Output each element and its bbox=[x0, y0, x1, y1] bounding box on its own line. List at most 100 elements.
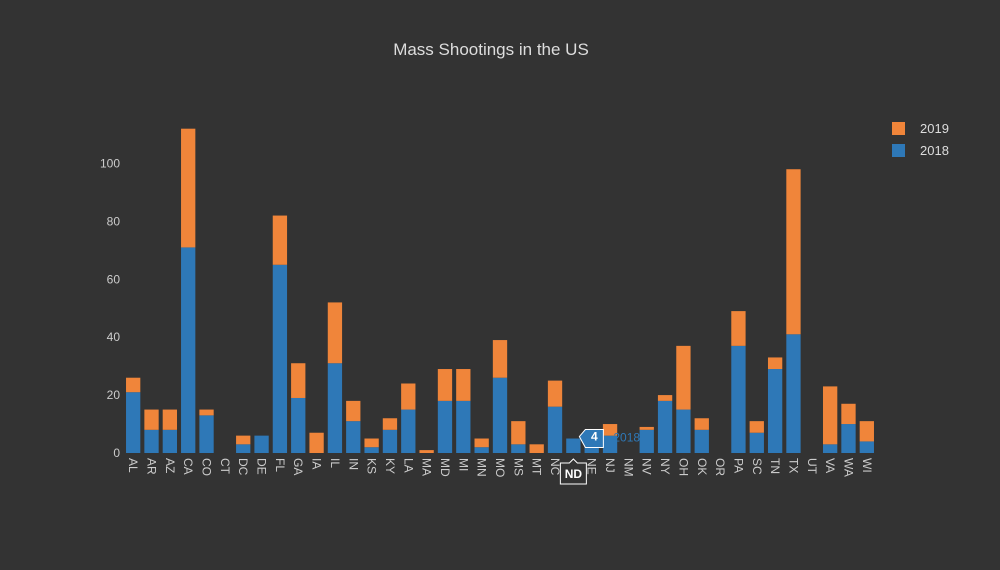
bar-TN-2019[interactable] bbox=[767, 357, 783, 370]
bar-MD-2019[interactable] bbox=[437, 369, 453, 401]
y-tick-label: 100 bbox=[100, 156, 120, 170]
bar-PA-2019[interactable] bbox=[731, 311, 746, 346]
x-tick-label: CA bbox=[181, 458, 195, 475]
x-tick-label: IL bbox=[328, 458, 342, 468]
bar-AR-2019[interactable] bbox=[144, 409, 159, 430]
bar-AL-2019[interactable] bbox=[126, 377, 141, 393]
bar-WI-2019[interactable] bbox=[859, 421, 874, 442]
bar-OK-2019[interactable] bbox=[694, 418, 709, 430]
x-tick-label: MT bbox=[530, 458, 544, 476]
bar-MD-2018[interactable] bbox=[437, 400, 453, 453]
x-tick-label: DE bbox=[255, 458, 269, 475]
bar-IL-2018[interactable] bbox=[327, 363, 343, 453]
bar-NV-2019[interactable] bbox=[639, 426, 654, 430]
bar-KY-2018[interactable] bbox=[382, 429, 398, 453]
bar-CA-2018[interactable] bbox=[181, 247, 196, 453]
x-axis: AL AR AZ CA CO CT DC DE FL GA IA IL IN KS KY LA MA MD MI MN… bbox=[126, 458, 874, 477]
bar-NY-2019[interactable] bbox=[657, 395, 673, 401]
bar-OK-2018[interactable] bbox=[694, 429, 709, 453]
bar-WA-2018[interactable] bbox=[841, 424, 856, 453]
chart-title: Mass Shootings in the US bbox=[393, 40, 589, 59]
x-tick-label: IN bbox=[346, 458, 360, 470]
bar-MI-2019[interactable] bbox=[456, 369, 471, 401]
bar-AL-2018[interactable] bbox=[126, 392, 141, 453]
tooltip-category: ND bbox=[565, 467, 583, 481]
x-tick-label: WA bbox=[841, 458, 855, 477]
bar-AR-2018[interactable] bbox=[144, 429, 159, 453]
x-tick-label: CO bbox=[200, 458, 214, 476]
bar-TX-2018[interactable] bbox=[786, 334, 801, 453]
bar-KS-2018[interactable] bbox=[364, 447, 379, 453]
bar-CA-2019[interactable] bbox=[181, 128, 196, 248]
bar-KY-2019[interactable] bbox=[382, 418, 398, 430]
legend-swatch-2019[interactable] bbox=[892, 122, 905, 135]
bar-IN-2018[interactable] bbox=[346, 421, 361, 453]
x-tick-label: NJ bbox=[603, 458, 617, 473]
bar-NC-2019[interactable] bbox=[547, 380, 563, 407]
bar-IA-2019[interactable] bbox=[309, 432, 324, 453]
x-tick-label: MS bbox=[511, 458, 525, 476]
bar-MN-2018[interactable] bbox=[474, 447, 489, 453]
bar-OH-2018[interactable] bbox=[676, 409, 691, 453]
tooltip-value-flag bbox=[578, 429, 604, 449]
bar-MS-2018[interactable] bbox=[511, 444, 526, 453]
bar-MA-2019[interactable] bbox=[419, 450, 434, 453]
y-tick-label: 0 bbox=[113, 446, 120, 460]
bar-GA-2018[interactable] bbox=[291, 397, 306, 453]
bar-IN-2019[interactable] bbox=[346, 400, 361, 422]
x-tick-label: OK bbox=[695, 458, 709, 475]
bar-MO-2019[interactable] bbox=[492, 340, 508, 378]
bar-IL-2019[interactable] bbox=[327, 302, 343, 364]
bar-SC-2018[interactable] bbox=[749, 432, 764, 453]
bar-TX-2019[interactable] bbox=[786, 169, 801, 335]
bar-WA-2019[interactable] bbox=[841, 403, 856, 425]
bar-ND-2018[interactable] bbox=[566, 438, 581, 453]
bar-OH-2019[interactable] bbox=[676, 345, 691, 410]
bar-WI-2018[interactable] bbox=[859, 441, 874, 453]
bar-TN-2018[interactable] bbox=[767, 369, 783, 453]
x-tick-label: PA bbox=[731, 458, 745, 473]
bar-MS-2019[interactable] bbox=[511, 421, 526, 445]
x-tick-label: OH bbox=[676, 458, 690, 476]
bar-NY-2018[interactable] bbox=[657, 400, 673, 453]
bar-CO-2018[interactable] bbox=[199, 415, 214, 453]
legend-swatch-2018[interactable] bbox=[892, 144, 905, 157]
x-tick-label: NV bbox=[640, 458, 654, 475]
x-tick-label: FL bbox=[273, 458, 287, 472]
x-tick-label: TX bbox=[786, 458, 800, 473]
bar-MO-2018[interactable] bbox=[492, 377, 508, 453]
bar-DE-2018[interactable] bbox=[254, 435, 269, 453]
bar-FL-2019[interactable] bbox=[272, 215, 288, 265]
bar-NJ-2019[interactable] bbox=[602, 424, 618, 436]
bar-CO-2019[interactable] bbox=[199, 409, 214, 416]
bar-VA-2018[interactable] bbox=[822, 444, 838, 453]
bar-MN-2019[interactable] bbox=[474, 438, 489, 448]
x-tick-label: OR bbox=[713, 458, 727, 476]
bar-LA-2018[interactable] bbox=[401, 409, 416, 453]
bar-AZ-2018[interactable] bbox=[162, 429, 178, 453]
y-tick-label: 60 bbox=[107, 272, 121, 286]
x-tick-label: AZ bbox=[163, 458, 177, 473]
bar-NC-2018[interactable] bbox=[547, 406, 563, 453]
y-tick-label: 40 bbox=[107, 330, 121, 344]
x-tick-label: KS bbox=[365, 458, 379, 474]
x-tick-label: IA bbox=[310, 458, 324, 469]
bar-LA-2019[interactable] bbox=[401, 383, 416, 410]
bar-DC-2019[interactable] bbox=[236, 435, 251, 445]
bar-AZ-2019[interactable] bbox=[162, 409, 178, 430]
bar-FL-2018[interactable] bbox=[272, 264, 288, 453]
bar-NJ-2018[interactable] bbox=[602, 435, 618, 453]
y-axis: 0 20 40 60 80 100 bbox=[100, 156, 120, 460]
bar-DC-2018[interactable] bbox=[236, 444, 251, 453]
x-tick-label: GA bbox=[291, 458, 305, 475]
bar-SC-2019[interactable] bbox=[749, 421, 764, 433]
bar-NV-2018[interactable] bbox=[639, 429, 654, 453]
bar-MI-2018[interactable] bbox=[456, 400, 471, 453]
bar-KS-2019[interactable] bbox=[364, 438, 379, 448]
bar-MT-2019[interactable] bbox=[529, 444, 544, 453]
x-tick-label: NE bbox=[585, 458, 599, 475]
bar-VA-2019[interactable] bbox=[822, 386, 838, 445]
bar-PA-2018[interactable] bbox=[731, 345, 746, 453]
bar-GA-2019[interactable] bbox=[291, 363, 306, 398]
x-tick-label: AR bbox=[145, 458, 159, 475]
